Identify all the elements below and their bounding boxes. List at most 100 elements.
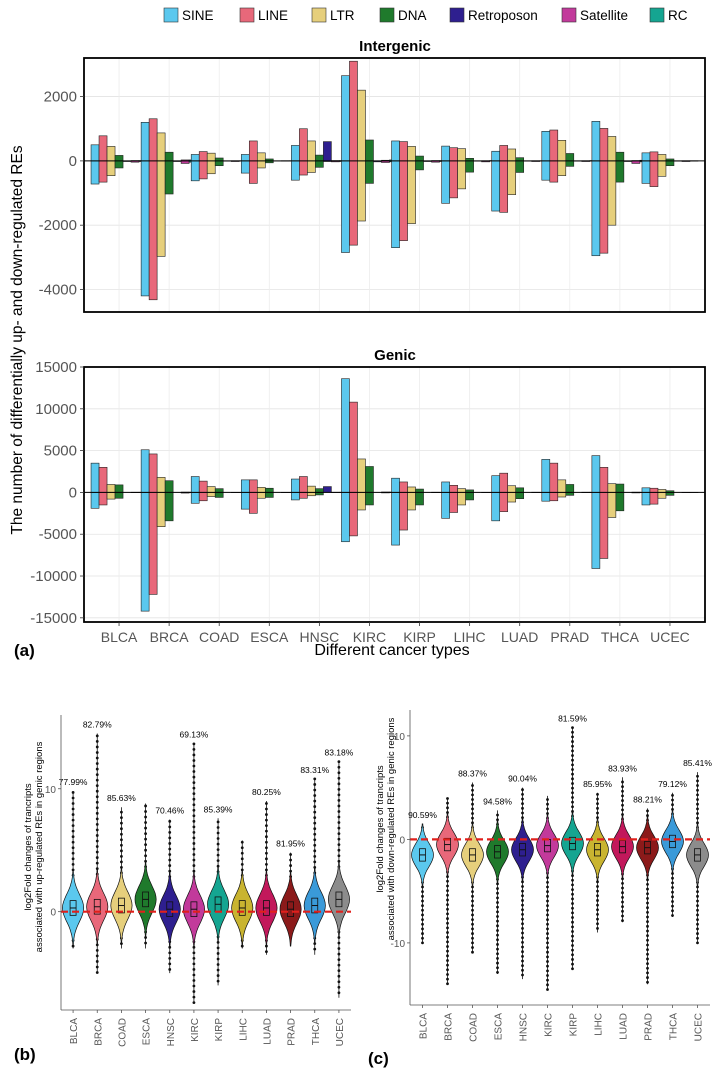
bar-line-brca-up (148, 118, 158, 162)
outlier-point (120, 821, 123, 825)
outlier-point (120, 816, 123, 820)
bar-ltr-brca-up (156, 477, 166, 493)
panel-a-letter: (a) (14, 641, 35, 660)
outlier-point (621, 799, 624, 802)
up-regulated-violin-chart: log2Fold changes of trancripts associate… (23, 715, 354, 1047)
bar-dna-kirp-down (415, 492, 424, 506)
outlier-point (546, 983, 549, 987)
outlier-point (446, 806, 449, 810)
bar-dna-thca-up (615, 151, 625, 162)
bar-line-prad-down (549, 160, 559, 183)
bar-line-luad-down (499, 160, 509, 213)
legend-swatch-ltr (311, 7, 327, 23)
outliers-thca (671, 793, 674, 917)
y-tick-label: 0 (399, 835, 405, 846)
outlier-point (313, 805, 317, 808)
outlier-point (546, 978, 549, 982)
outlier-point (446, 875, 449, 879)
outlier-point (696, 904, 699, 908)
bar-dna-kirc-up (365, 466, 374, 493)
bar-sine-lihc-down (441, 160, 450, 204)
bar-ltr-blca-up (106, 484, 116, 493)
outlier-point (696, 913, 699, 917)
bar-dna-thca-down (615, 160, 625, 183)
outlier-point (95, 817, 99, 821)
bar-dna-blca-up (114, 484, 124, 493)
outlier-point (120, 854, 123, 858)
outlier-point (646, 943, 649, 947)
outlier-point (313, 849, 317, 853)
outlier-point (596, 811, 599, 815)
outlier-point (571, 878, 574, 882)
outlier-point (571, 892, 574, 896)
outliers-kirc (546, 798, 549, 991)
outlier-point (95, 867, 99, 871)
outlier-point (621, 789, 624, 793)
legend-swatch-rc (649, 7, 665, 23)
outlier-point (496, 896, 499, 900)
bar-sine-prad-up (541, 131, 551, 162)
x-tick-label-ucec: UCEC (694, 1013, 705, 1041)
x-tick-label-luad: LUAD (262, 1018, 273, 1045)
outlier-point (521, 931, 524, 935)
outlier-point (313, 777, 317, 781)
outlier-point (621, 808, 624, 812)
bar-sine-ucec-down (641, 160, 651, 184)
outlier-point (471, 913, 474, 917)
bar-dna-esca-up (264, 487, 274, 493)
bar-sine-thca-up (591, 121, 601, 162)
bar-line-kirc-down (349, 492, 358, 537)
panel-b-axes: 10 0 BLCA BRCA COAD ESCA HNSC KIRC KIRP LIHC LUAD P… (45, 715, 351, 1047)
outlier-point (95, 773, 99, 777)
outlier-point (313, 816, 317, 820)
outlier-point (337, 771, 341, 775)
percent-label-luad: 80.25% (252, 787, 281, 797)
panel-c-y-label-line2: associated with down-regulated REs in ge… (386, 717, 397, 940)
bar-ltr-kirc-down (357, 492, 366, 511)
outlier-point (546, 913, 549, 917)
outlier-point (546, 908, 549, 912)
outlier-point (192, 945, 196, 949)
outlier-point (696, 779, 699, 783)
outlier-point (120, 866, 123, 869)
outlier-point (95, 767, 99, 771)
outlier-point (168, 825, 172, 829)
outlier-point (621, 905, 624, 909)
percent-label-ucec: 85.41% (683, 758, 712, 768)
bar-line-kirp-down (399, 160, 408, 241)
y-tick-label: 5000 (44, 443, 77, 460)
outliers-kirp (571, 726, 574, 971)
percent-label-blca: 90.59% (408, 810, 437, 820)
outlier-point (446, 903, 449, 906)
bar-dna-brca-down (164, 160, 174, 195)
genic-title: Genic (374, 347, 416, 364)
bar-sine-esca-up (240, 154, 250, 162)
outlier-point (95, 806, 99, 810)
x-tick-label-brca: BRCA (444, 1013, 455, 1041)
outlier-point (265, 835, 268, 839)
outlier-point (621, 813, 624, 816)
bar-sine-brca-up (140, 449, 150, 493)
outlier-point (646, 952, 649, 956)
outlier-point (95, 861, 99, 865)
bar-line-luad-down (499, 492, 509, 512)
outlier-point (696, 812, 699, 815)
bar-line-kirc-down (349, 160, 358, 246)
outlier-point (313, 821, 317, 825)
outlier-point (95, 734, 99, 738)
percent-label-blca: 77.99% (59, 777, 88, 787)
outlier-point (471, 807, 474, 811)
outlier-point (421, 941, 424, 945)
bar-ltr-kirp-up (407, 486, 416, 493)
bar-ltr-prad-up (557, 479, 567, 493)
outlier-point (446, 912, 449, 916)
outlier-point (337, 952, 341, 956)
bar-ltr-kirc-up (357, 458, 366, 493)
y-tick-label: -10000 (30, 568, 77, 585)
outlier-point (471, 784, 474, 787)
outlier-point (120, 810, 123, 814)
outlier-point (496, 891, 499, 895)
outlier-point (546, 880, 549, 884)
percent-label-kirp: 85.39% (204, 804, 233, 814)
bar-ltr-prad-down (557, 492, 567, 498)
